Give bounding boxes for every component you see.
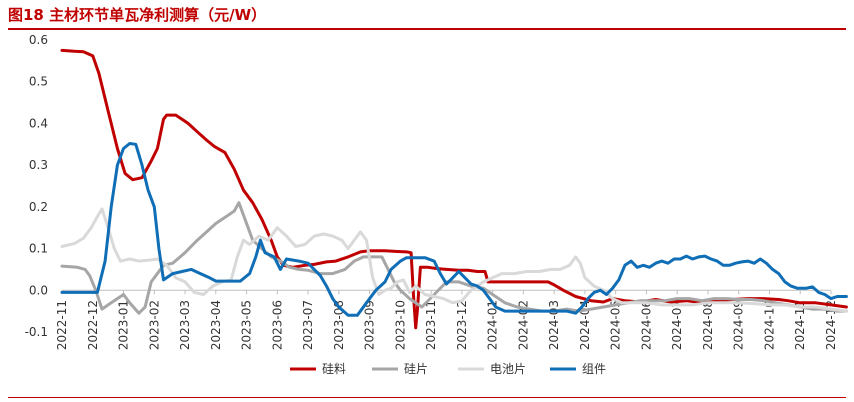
x-tick-label: 2024-08 [701, 300, 715, 350]
y-tick-label: 0.2 [29, 200, 48, 214]
x-tick-label: 2022-12 [86, 300, 100, 350]
legend: 硅料 硅片 电池片 组件 [290, 362, 606, 376]
chart-title: 图18 主材环节单瓦净利测算（元/W） [8, 6, 267, 24]
x-tick-label: 2024-10 [762, 300, 776, 350]
y-tick-label: 0.0 [29, 283, 48, 297]
bottom-rule [8, 397, 846, 398]
x-tick-label: 2024-11 [793, 300, 807, 350]
x-tick-label: 2024-07 [670, 300, 684, 350]
y-tick-label: 0.1 [29, 242, 48, 256]
series-line-硅料 [60, 48, 848, 330]
y-tick-label: 0.3 [29, 158, 48, 172]
x-tick-label: 2024-03 [547, 300, 561, 350]
x-tick-label: 2023-04 [209, 300, 223, 350]
x-tick-label: 2023-11 [424, 300, 438, 350]
series-line-组件 [60, 142, 848, 317]
x-tick-label: 2024-01 [486, 300, 500, 350]
x-tick-label: 2022-11 [55, 300, 69, 350]
x-tick-label: 2024-09 [732, 300, 746, 350]
legend-label: 硅料 [322, 362, 346, 376]
x-tick-label: 2023-07 [301, 300, 315, 350]
x-tick-label: 2023-06 [270, 300, 284, 350]
x-tick-label: 2024-04 [578, 300, 592, 350]
y-axis: 0.6 0.5 0.4 0.3 0.2 0.1 0.0 -0.1 [25, 33, 48, 339]
x-tick-label: 2023-03 [178, 300, 192, 350]
x-tick-label: 2023-02 [147, 300, 161, 350]
x-tick-label: 2024-06 [639, 300, 653, 350]
series-line-电池片 [60, 207, 848, 313]
y-tick-label: 0.4 [29, 116, 48, 130]
x-tick-label: 2024-12 [824, 300, 838, 350]
title-underline [8, 28, 846, 30]
series-line-硅片 [60, 201, 848, 315]
y-tick-label: -0.1 [25, 325, 48, 339]
x-tick-label: 2023-09 [363, 300, 377, 350]
x-tick-label: 2023-08 [332, 300, 346, 350]
x-tick-label: 2023-10 [393, 300, 407, 350]
x-tick-label: 2023-01 [117, 300, 131, 350]
legend-label: 组件 [582, 362, 606, 376]
series-layer [60, 48, 848, 330]
x-tick-label: 2024-05 [609, 300, 623, 350]
legend-label: 电池片 [490, 362, 526, 376]
y-tick-label: 0.5 [29, 75, 48, 89]
legend-label: 硅片 [404, 362, 428, 376]
x-tick-label: 2023-05 [240, 300, 254, 350]
x-tick-label: 2023-12 [455, 300, 469, 350]
y-tick-label: 0.6 [29, 33, 48, 47]
